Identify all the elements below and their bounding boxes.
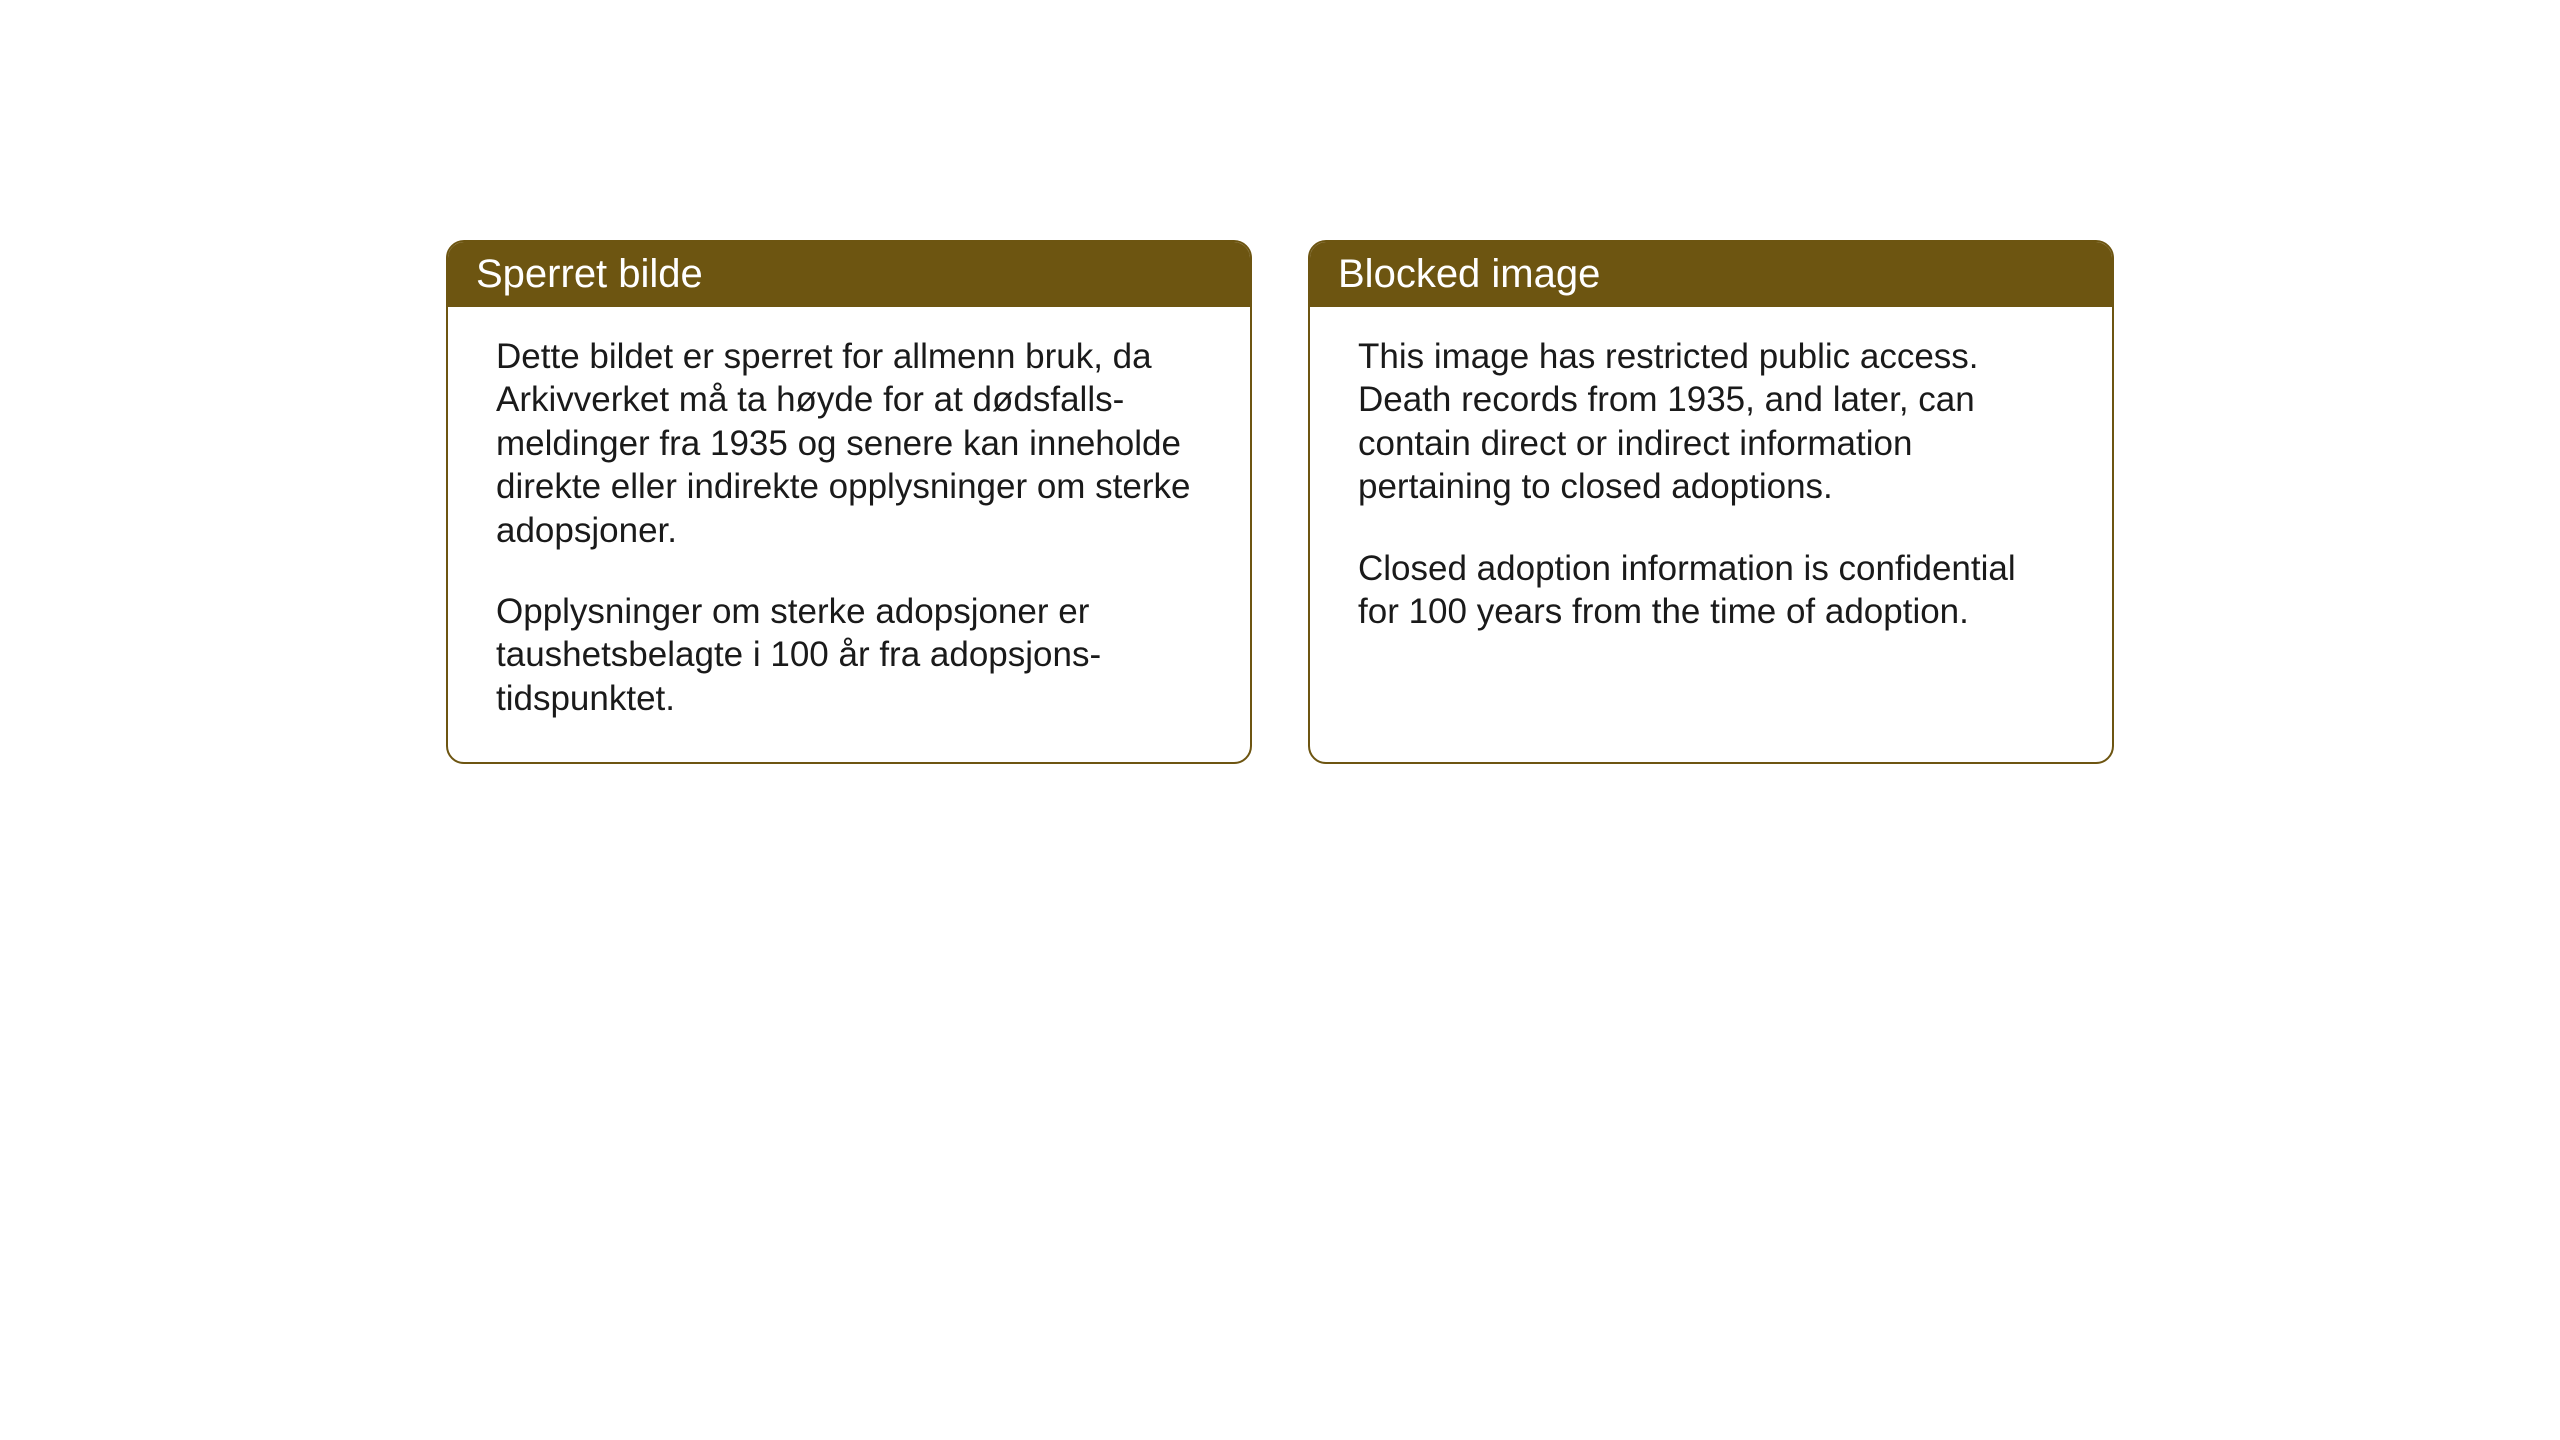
card-english-paragraph-2: Closed adoption information is confident… — [1358, 547, 2064, 634]
card-english-title: Blocked image — [1338, 252, 1600, 296]
card-english-paragraph-1: This image has restricted public access.… — [1358, 335, 2064, 509]
cards-container: Sperret bilde Dette bildet er sperret fo… — [446, 240, 2114, 764]
card-norwegian-paragraph-2: Opplysninger om sterke adopsjoner er tau… — [496, 590, 1202, 720]
card-norwegian: Sperret bilde Dette bildet er sperret fo… — [446, 240, 1252, 764]
card-norwegian-title: Sperret bilde — [476, 252, 703, 296]
card-english-header: Blocked image — [1310, 242, 2112, 307]
card-english: Blocked image This image has restricted … — [1308, 240, 2114, 764]
card-norwegian-body: Dette bildet er sperret for allmenn bruk… — [448, 307, 1250, 762]
card-english-body: This image has restricted public access.… — [1310, 307, 2112, 675]
card-norwegian-header: Sperret bilde — [448, 242, 1250, 307]
card-norwegian-paragraph-1: Dette bildet er sperret for allmenn bruk… — [496, 335, 1202, 552]
